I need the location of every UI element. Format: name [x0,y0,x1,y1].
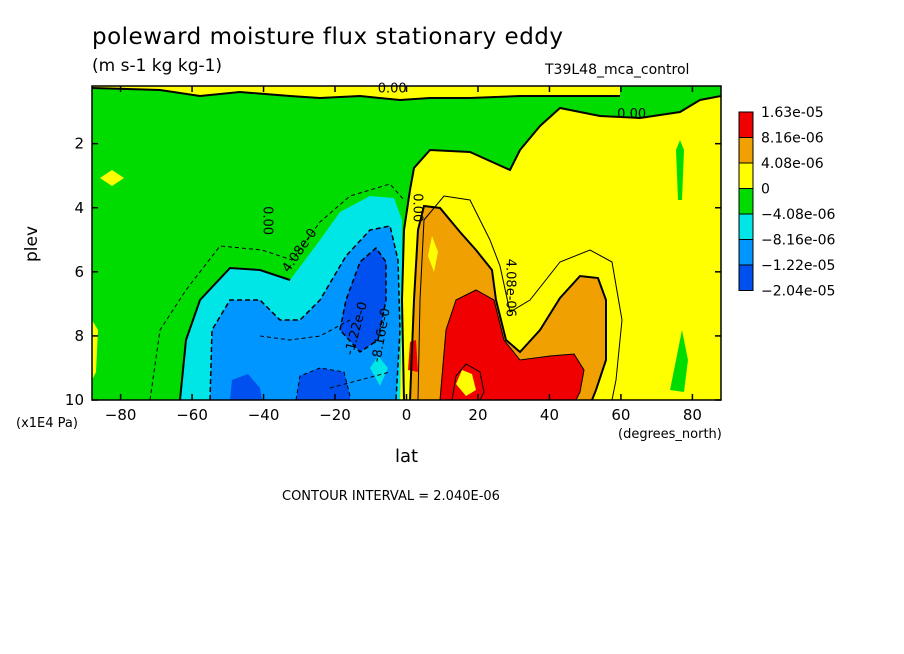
positive-contour [439,289,585,400]
negative-contour [209,225,401,400]
x-tick-label: −80 [105,406,137,424]
colorbar-label: −1.22e-05 [761,258,835,274]
zero-contour [179,266,291,400]
colorbar-label: −8.16e-06 [761,233,835,249]
colorbar-label: 1.63e-05 [761,105,824,121]
contour-label: 0.00 [410,193,425,222]
y-axis: 2 4 6 8 10 [65,135,721,409]
fill-positive-low-patch [456,370,476,396]
contour-fill-layer [92,86,721,400]
y-tick-label: 2 [74,135,84,153]
y-tick-label: 6 [74,263,84,281]
fill-positive-low-patch [100,170,124,186]
contour-lines [92,87,721,400]
y-tick-label: 4 [74,199,84,217]
fill-negative-max [230,374,262,400]
negative-contour [329,371,391,389]
colorbar-swatch [738,137,754,164]
chart-title: poleward moisture flux stationary eddy [92,24,564,50]
x-tick-label: 60 [611,406,630,424]
x-tick-label: 20 [468,406,487,424]
colorbar-swatch [738,162,754,189]
negative-contour [259,319,351,341]
x-tick-label: −20 [319,406,351,424]
contour-label: 0.00 [378,81,407,96]
fill-negative-low-patch [370,356,388,386]
run-id: T39L48_mca_control [545,62,690,78]
y-tick-label: 10 [65,391,84,409]
negative-contour [339,246,387,353]
fill-negative-max [340,248,386,352]
colorbar-swatch [738,264,754,291]
x-tick-label: 40 [540,406,559,424]
y-tick-label: 8 [74,327,84,345]
colorbar-label: 0 [761,182,770,198]
positive-contour [417,195,623,400]
colorbar: 1.63e-05 8.16e-06 4.08e-06 0 −4.08e-06 −8.16e… [738,105,835,300]
x-axis-label: lat [395,446,419,467]
colorbar-swatch [738,239,754,266]
contour-interval: CONTOUR INTERVAL = 2.040E-06 [282,489,500,504]
x-tick-label: −60 [176,406,208,424]
colorbar-label: 8.16e-06 [761,131,824,147]
positive-contour [409,204,607,400]
fill-negative-low-patch [670,330,688,392]
x-tick-label: −40 [248,406,280,424]
fill-positive-low-patch [92,320,98,380]
colorbar-swatch [738,213,754,240]
zero-contour [92,87,620,102]
chart-units: (m s-1 kg kg-1) [92,56,223,76]
positive-contour [451,363,485,400]
colorbar-label: −4.08e-06 [761,207,835,223]
y-axis-units: (x1E4 Pa) [16,416,78,431]
fill-positive-low-patch [428,236,438,272]
contour-label: 4.08e-06 [503,259,518,317]
fill-positive-high [440,290,584,400]
colorbar-swatch [738,111,754,138]
x-tick-label: 80 [683,406,702,424]
x-tick-label: 0 [402,406,412,424]
zero-contour [400,95,721,400]
fill-negative-high [210,226,400,400]
negative-contour [295,367,351,400]
fill-negative-low-patch [676,140,684,200]
contour-label: 0.00 [617,107,646,122]
fill-negative-max [296,368,350,400]
colorbar-label: −2.04e-05 [761,284,835,300]
colorbar-swatch [738,188,754,215]
x-axis: −80 −60 −40 −20 0 20 40 60 80 [105,86,702,424]
negative-contour [149,183,405,400]
x-axis-units: (degrees_north) [618,427,722,442]
contour-label: 0.00 [260,206,275,235]
colorbar-label: 4.08e-06 [761,156,824,172]
